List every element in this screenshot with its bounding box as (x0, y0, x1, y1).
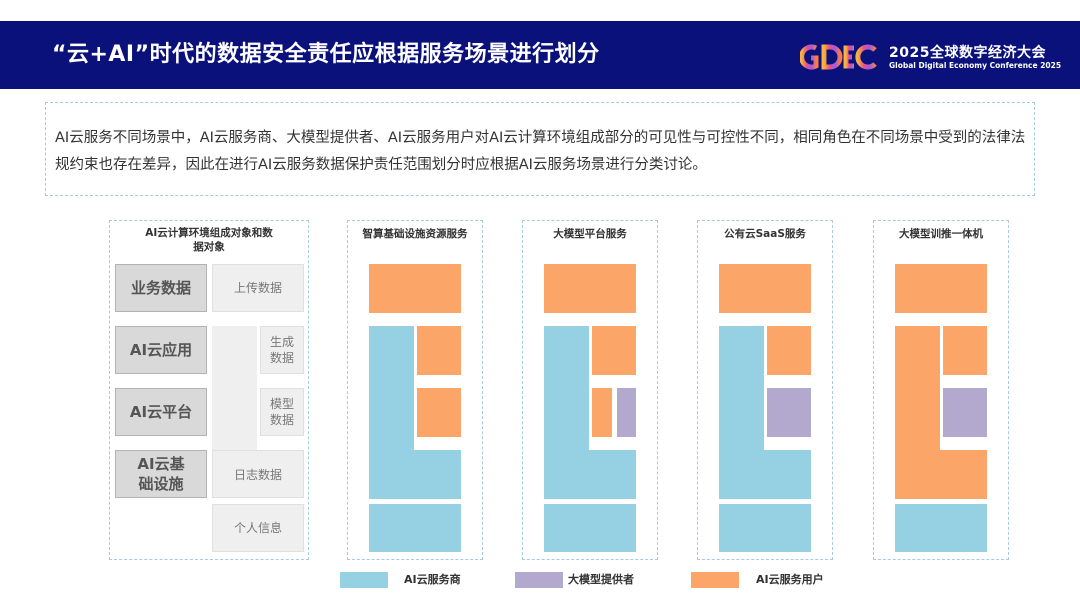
legend-label-user: AI云服务用户 (756, 573, 824, 586)
page-title: “云+AI”时代的数据安全责任应根据服务场景进行划分 (52, 42, 600, 67)
legend-swatch-provider (340, 572, 388, 588)
scenario-panel-2: 大模型平台服务 (522, 220, 658, 560)
generated-data-block (592, 326, 636, 375)
layer-ai-cloud-platform: AI云平台 (115, 388, 207, 436)
legend-label-model-provider: 大模型提供者 (568, 573, 634, 586)
personal-info-block (895, 504, 987, 552)
event-subtitle: Global Digital Economy Conference 2025 (889, 61, 1062, 70)
generated-data-block (943, 326, 987, 375)
model-data-block (943, 388, 987, 437)
model-data-provider-block (617, 388, 636, 437)
scenario-panel-4: 大模型训推一体机 (873, 220, 1009, 560)
business-data-block (544, 264, 636, 313)
business-data-block (369, 264, 461, 313)
scenario-title-3: 公有云SaaS服务 (724, 228, 806, 240)
data-l-shape-base (212, 450, 304, 498)
header-bar: “云+AI”时代的数据安全责任应根据服务场景进行划分 2025全球数字经济大会 … (0, 21, 1080, 89)
components-panel: AI云计算环境组成对象和数据对象 业务数据 AI云应用 AI云平台 AI云基础设… (109, 220, 309, 560)
scenario-title-1: 智算基础设施资源服务 (362, 228, 468, 240)
business-data-block (719, 264, 811, 313)
model-data-user-block (592, 388, 612, 437)
model-data-block (417, 388, 461, 437)
gdec-logo (800, 44, 877, 70)
data-personal-info: 个人信息 (212, 504, 304, 552)
scenario-title-2: 大模型平台服务 (553, 228, 627, 240)
legend-swatch-model-provider (515, 572, 563, 588)
data-log: 日志数据 (233, 467, 282, 482)
layer-ai-cloud-app: AI云应用 (115, 326, 207, 374)
scenario-panel-1: 智算基础设施资源服务 (347, 220, 483, 560)
intro-text: AI云服务不同场景中，AI云服务商、大模型提供者、AI云服务用户对AI云计算环境… (55, 130, 1026, 173)
legend-label-provider: AI云服务商 (404, 573, 461, 586)
layer-business-data: 业务数据 (115, 264, 207, 312)
provider-l-base (719, 450, 811, 499)
data-upload: 上传数据 (212, 264, 304, 312)
personal-info-block (719, 504, 811, 552)
provider-l-base (369, 450, 461, 499)
provider-l-base (544, 450, 636, 499)
components-panel-title: AI云计算环境组成对象和数据对象 (145, 227, 273, 253)
event-title: 2025全球数字经济大会 (889, 45, 1046, 61)
business-data-block (895, 264, 987, 313)
generated-data-block (417, 326, 461, 375)
model-data-block (767, 388, 811, 437)
personal-info-block (369, 504, 461, 552)
user-l-base (895, 450, 987, 499)
generated-data-block (767, 326, 811, 375)
data-model: 模型数据 (260, 388, 304, 436)
scenario-title-4: 大模型训推一体机 (899, 228, 983, 240)
legend-swatch-user (691, 572, 739, 588)
layer-ai-cloud-infra: AI云基础设施 (115, 450, 207, 498)
intro-box: AI云服务不同场景中，AI云服务商、大模型提供者、AI云服务用户对AI云计算环境… (45, 102, 1035, 196)
data-generated: 生成数据 (260, 326, 304, 374)
scenario-panel-3: 公有云SaaS服务 (697, 220, 833, 560)
personal-info-block (544, 504, 636, 552)
